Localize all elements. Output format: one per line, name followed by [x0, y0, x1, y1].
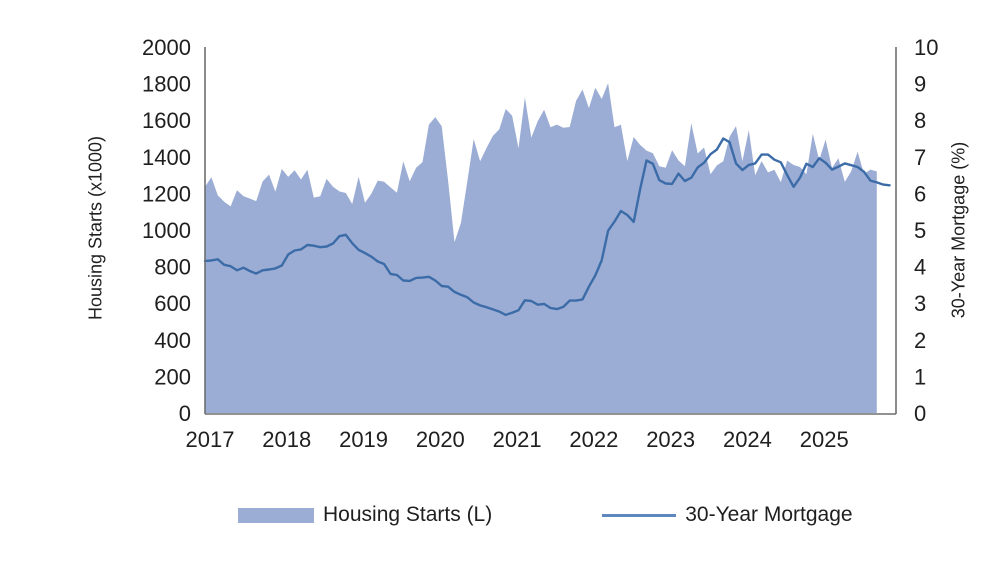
- left-axis-tick-label: 400: [154, 328, 191, 353]
- right-axis-tick-label: 4: [914, 255, 926, 280]
- mortgage-line: [203, 137, 891, 317]
- housing-starts-area: [205, 83, 877, 413]
- right-axis-tick-label: 8: [914, 108, 926, 133]
- right-axis-tick-label: 0: [914, 401, 926, 426]
- left-axis-tick-label: 0: [179, 401, 191, 426]
- right-axis-title: 30-Year Mortgage (%): [948, 141, 969, 319]
- x-axis-year-label: 2021: [493, 427, 542, 452]
- left-axis-tick-label: 800: [154, 255, 191, 280]
- x-axis-year-label: 2022: [569, 427, 618, 452]
- right-axis-tick-label: 9: [914, 72, 926, 97]
- left-axis-tick-label: 200: [154, 364, 191, 389]
- legend-label-housing-starts: Housing Starts (L): [323, 503, 493, 526]
- area-swatch-icon: [238, 507, 314, 523]
- right-axis-tick-label: 2: [914, 328, 926, 353]
- left-axis-title: Housing Starts (x1000): [85, 135, 106, 321]
- left-axis-tick-label: 1200: [142, 181, 191, 206]
- x-axis-year-label: 2017: [186, 427, 235, 452]
- right-axis-tick-label: 10: [914, 35, 938, 60]
- x-axis-year-label: 2024: [723, 427, 772, 452]
- legend-item-housing-starts: Housing Starts (L): [238, 503, 492, 527]
- x-axis-year-label: 2025: [800, 427, 849, 452]
- left-axis-tick-label: 1800: [142, 72, 191, 97]
- right-axis-tick-label: 6: [914, 181, 926, 206]
- left-axis-tick-label: 600: [154, 291, 191, 316]
- right-axis-tick-label: 1: [914, 364, 926, 389]
- x-axis-year-label: 2023: [646, 427, 695, 452]
- right-axis-tick-label: 7: [914, 145, 926, 170]
- left-axis-tick-label: 1000: [142, 218, 191, 243]
- left-axis-tick-label: 2000: [142, 35, 191, 60]
- left-axis-tick-label: 1400: [142, 145, 191, 170]
- right-axis-tick-label: 5: [914, 218, 926, 243]
- left-axis-tick-label: 1600: [142, 108, 191, 133]
- right-axis-tick-label: 3: [914, 291, 926, 316]
- legend: Housing Starts (L) 30-Year Mortgage: [238, 503, 853, 527]
- line-swatch-icon: [602, 513, 677, 517]
- x-axis-year-label: 2019: [339, 427, 388, 452]
- x-axis-year-label: 2018: [262, 427, 311, 452]
- legend-item-mortgage: 30-Year Mortgage: [602, 503, 853, 527]
- x-axis-year-label: 2020: [416, 427, 465, 452]
- legend-label-mortgage: 30-Year Mortgage: [685, 503, 853, 526]
